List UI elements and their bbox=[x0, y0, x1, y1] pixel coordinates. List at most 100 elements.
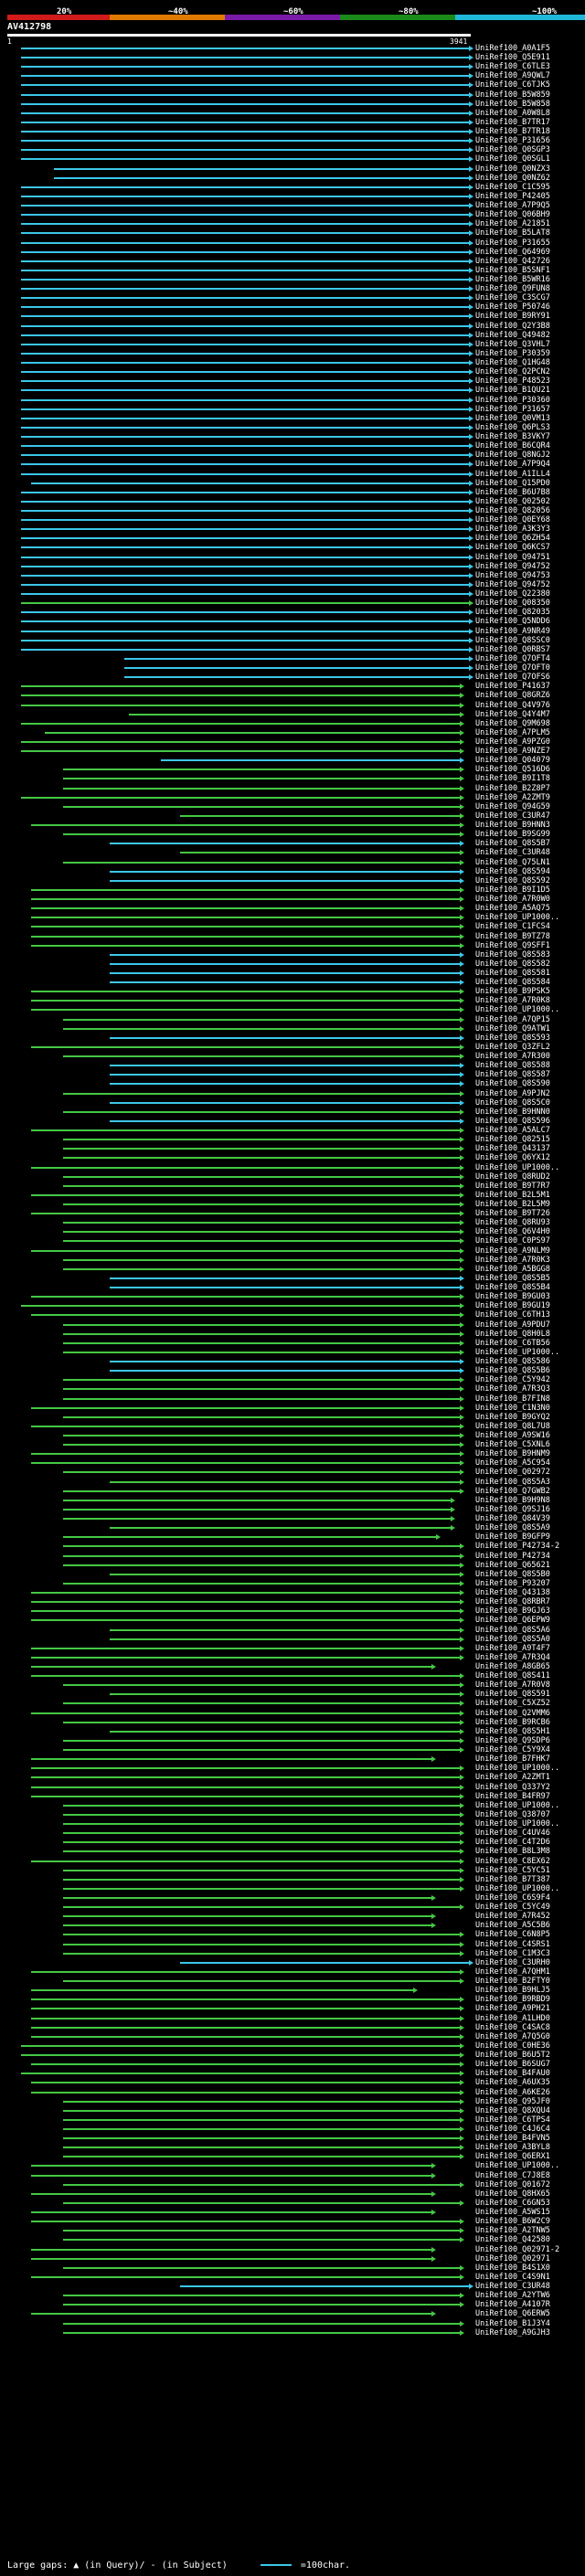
hit-line[interactable] bbox=[63, 2239, 460, 2242]
hit-label[interactable]: UniRef100_Q15PD0 bbox=[475, 478, 550, 488]
hit-line[interactable] bbox=[161, 759, 460, 762]
hit-label[interactable]: UniRef100_B6W2C9 bbox=[475, 2217, 550, 2227]
hit-label[interactable]: UniRef100_B9HLJ5 bbox=[475, 1986, 550, 1996]
hit-line[interactable] bbox=[63, 2295, 460, 2297]
hit-line[interactable] bbox=[30, 1675, 460, 1678]
hit-line[interactable] bbox=[30, 2192, 432, 2195]
hit-label[interactable]: UniRef100_B9TZ78 bbox=[475, 931, 550, 941]
hit-label[interactable]: UniRef100_A5WS15 bbox=[475, 2208, 550, 2218]
hit-line[interactable] bbox=[63, 2183, 460, 2186]
hit-line[interactable] bbox=[21, 149, 469, 152]
hit-label[interactable]: UniRef100_B5LAT8 bbox=[475, 228, 550, 239]
hit-line[interactable] bbox=[21, 250, 469, 253]
hit-label[interactable]: UniRef100_A1ILL4 bbox=[475, 469, 550, 479]
hit-line[interactable] bbox=[63, 1444, 460, 1447]
hit-line[interactable] bbox=[21, 343, 469, 345]
hit-label[interactable]: UniRef100_C5YC51 bbox=[475, 1865, 550, 1875]
hit-line[interactable] bbox=[110, 1527, 451, 1530]
hit-label[interactable]: UniRef100_Q516D6 bbox=[475, 765, 550, 775]
hit-label[interactable]: UniRef100_B9T7R7 bbox=[475, 1181, 550, 1191]
hit-line[interactable] bbox=[63, 2137, 460, 2140]
hit-label[interactable]: UniRef100_A7R0K3 bbox=[475, 1255, 550, 1265]
hit-line[interactable] bbox=[123, 667, 469, 670]
hit-label[interactable]: UniRef100_Q4Y4M7 bbox=[475, 709, 550, 719]
hit-label[interactable]: UniRef100_C6TB56 bbox=[475, 1338, 550, 1348]
hit-label[interactable]: UniRef100_P42734-2 bbox=[475, 1542, 560, 1552]
hit-label[interactable]: UniRef100_A7P9Q4 bbox=[475, 460, 550, 470]
hit-label[interactable]: UniRef100_Q6ERX1 bbox=[475, 2152, 550, 2162]
hit-label[interactable]: UniRef100_Q8S5C0 bbox=[475, 1097, 550, 1108]
hit-line[interactable] bbox=[30, 2211, 432, 2214]
hit-label[interactable]: UniRef100_Q8S5H1 bbox=[475, 1726, 550, 1736]
hit-line[interactable] bbox=[110, 981, 460, 984]
hit-line[interactable] bbox=[30, 888, 460, 891]
hit-line[interactable] bbox=[63, 1388, 460, 1391]
hit-line[interactable] bbox=[63, 1055, 460, 1058]
hit-line[interactable] bbox=[21, 269, 469, 271]
hit-label[interactable]: UniRef100_C3UR47 bbox=[475, 811, 550, 821]
hit-line[interactable] bbox=[21, 205, 469, 207]
hit-label[interactable]: UniRef100_B9GU03 bbox=[475, 1292, 550, 1302]
hit-label[interactable]: UniRef100_Q08350 bbox=[475, 599, 550, 609]
hit-line[interactable] bbox=[63, 1869, 460, 1871]
hit-label[interactable]: UniRef100_Q8S587 bbox=[475, 1070, 550, 1080]
hit-label[interactable]: UniRef100_A7R0W0 bbox=[475, 895, 550, 905]
hit-label[interactable]: UniRef100_Q8RBR7 bbox=[475, 1597, 550, 1607]
hit-label[interactable]: UniRef100_C4J6C4 bbox=[475, 2125, 550, 2134]
hit-line[interactable] bbox=[63, 1841, 460, 1844]
hit-label[interactable]: UniRef100_C6TPS4 bbox=[475, 2115, 550, 2125]
hit-label[interactable]: UniRef100_Q6ERW5 bbox=[475, 2309, 550, 2319]
hit-line[interactable] bbox=[110, 843, 460, 845]
hit-line[interactable] bbox=[63, 1545, 460, 1548]
hit-line[interactable] bbox=[21, 491, 469, 493]
hit-label[interactable]: UniRef100_UP1000.. bbox=[475, 1162, 560, 1172]
hit-label[interactable]: UniRef100_Q7OFS6 bbox=[475, 673, 550, 683]
hit-label[interactable]: UniRef100_Q8S582 bbox=[475, 959, 550, 969]
hit-line[interactable] bbox=[21, 2072, 460, 2075]
hit-label[interactable]: UniRef100_P31655 bbox=[475, 238, 550, 248]
hit-label[interactable]: UniRef100_B9RY91 bbox=[475, 312, 550, 322]
hit-line[interactable] bbox=[63, 1184, 460, 1187]
hit-line[interactable] bbox=[30, 1592, 460, 1595]
hit-label[interactable]: UniRef100_A9PJN2 bbox=[475, 1088, 550, 1098]
hit-label[interactable]: UniRef100_B2L5M9 bbox=[475, 1200, 550, 1209]
hit-line[interactable] bbox=[110, 870, 460, 873]
hit-label[interactable]: UniRef100_C4T2D6 bbox=[475, 1838, 550, 1848]
hit-line[interactable] bbox=[63, 1092, 460, 1095]
hit-line[interactable] bbox=[63, 1489, 460, 1492]
hit-label[interactable]: UniRef100_Q8S592 bbox=[475, 875, 550, 885]
hit-label[interactable]: UniRef100_Q9SJ16 bbox=[475, 1504, 550, 1514]
hit-line[interactable] bbox=[21, 546, 469, 549]
hit-label[interactable]: UniRef100_P41637 bbox=[475, 682, 550, 692]
hit-label[interactable]: UniRef100_Q64969 bbox=[475, 247, 550, 257]
hit-line[interactable] bbox=[21, 408, 469, 410]
hit-line[interactable] bbox=[30, 991, 460, 993]
hit-label[interactable]: UniRef100_Q7OFT0 bbox=[475, 663, 550, 673]
hit-line[interactable] bbox=[54, 167, 469, 170]
hit-label[interactable]: UniRef100_B5W858 bbox=[475, 99, 550, 109]
hit-line[interactable] bbox=[30, 1776, 460, 1779]
hit-label[interactable]: UniRef100_A2ZMT1 bbox=[475, 1773, 550, 1783]
hit-line[interactable] bbox=[21, 84, 469, 87]
hit-line[interactable] bbox=[21, 445, 469, 448]
hit-line[interactable] bbox=[21, 565, 469, 567]
hit-label[interactable]: UniRef100_B5WR16 bbox=[475, 275, 550, 284]
hit-label[interactable]: UniRef100_Q8S5A0 bbox=[475, 1634, 550, 1644]
hit-label[interactable]: UniRef100_C3SCG7 bbox=[475, 293, 550, 303]
hit-label[interactable]: UniRef100_Q8S586 bbox=[475, 1357, 550, 1367]
hit-label[interactable]: UniRef100_Q8RUD2 bbox=[475, 1171, 550, 1182]
hit-line[interactable] bbox=[21, 472, 469, 475]
hit-line[interactable] bbox=[63, 2230, 460, 2232]
hit-label[interactable]: UniRef100_Q8S584 bbox=[475, 978, 550, 988]
hit-label[interactable]: UniRef100_UP1000.. bbox=[475, 1883, 560, 1893]
hit-label[interactable]: UniRef100_C6TH13 bbox=[475, 1310, 550, 1320]
hit-line[interactable] bbox=[30, 935, 460, 938]
hit-label[interactable]: UniRef100_Q5E911 bbox=[475, 53, 550, 63]
hit-line[interactable] bbox=[63, 833, 460, 836]
hit-line[interactable] bbox=[63, 1351, 460, 1353]
hit-line[interactable] bbox=[21, 722, 460, 725]
hit-label[interactable]: UniRef100_B4FR97 bbox=[475, 1791, 550, 1801]
hit-label[interactable]: UniRef100_C5XZ52 bbox=[475, 1699, 550, 1709]
hit-line[interactable] bbox=[21, 232, 469, 235]
hit-label[interactable]: UniRef100_P31656 bbox=[475, 136, 550, 146]
